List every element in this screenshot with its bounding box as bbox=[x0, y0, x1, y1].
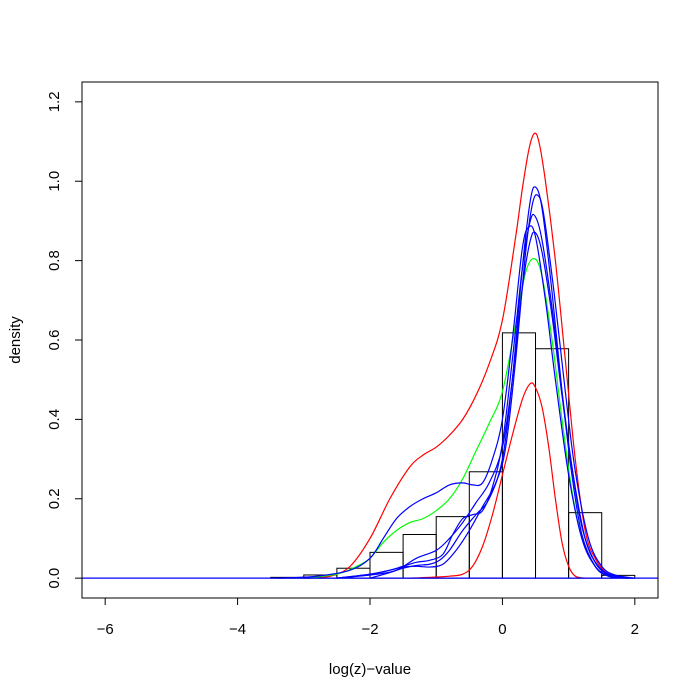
x-tick-label: 2 bbox=[631, 621, 639, 638]
replicate-density-curve bbox=[369, 231, 629, 579]
x-axis-title: log(z)−value bbox=[329, 661, 411, 678]
plot-area bbox=[81, 81, 659, 599]
x-tick-label: −4 bbox=[229, 621, 246, 638]
replicate-density-curve bbox=[336, 194, 635, 579]
plot-frame bbox=[81, 81, 659, 599]
y-axis-title: density bbox=[7, 316, 24, 364]
y-tick-label: 0.8 bbox=[46, 250, 63, 271]
replicate-density-curve bbox=[336, 213, 635, 579]
plot-content bbox=[82, 132, 658, 579]
y-tick-label: 0.0 bbox=[46, 568, 63, 589]
x-tick-label: 0 bbox=[498, 621, 506, 638]
y-tick-label: 0.2 bbox=[46, 488, 63, 509]
y-tick-label: 0.4 bbox=[46, 409, 63, 430]
histogram-bar bbox=[535, 348, 570, 579]
replicate-density-curve bbox=[277, 225, 629, 579]
y-tick-label: 1.2 bbox=[46, 91, 63, 112]
y-tick-label: 0.6 bbox=[46, 330, 63, 351]
upper-band-density-curve bbox=[303, 132, 629, 579]
x-tick-label: −2 bbox=[361, 621, 378, 638]
lower-band-density-curve bbox=[409, 382, 586, 579]
y-tick-label: 1.0 bbox=[46, 171, 63, 192]
axis-ticks: −6 −4 −2 0 2 0.0 0.2 0.4 0.6 0.8 1.0 1.2 bbox=[46, 91, 639, 638]
x-tick-label: −6 bbox=[97, 621, 114, 638]
